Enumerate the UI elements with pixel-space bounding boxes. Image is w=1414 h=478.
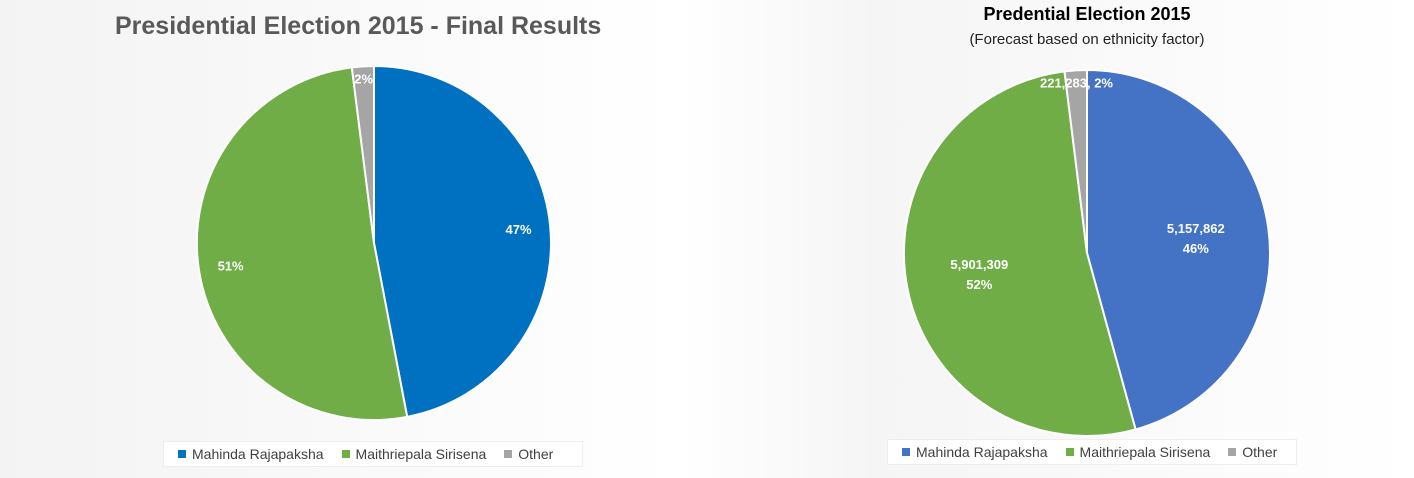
chart-subtitle: (Forecast based on ethnicity factor): [969, 31, 1205, 48]
legend-swatch: [341, 450, 350, 458]
legend-swatch: [1228, 448, 1237, 456]
pie-chart: 47% 51% 2%: [195, 64, 552, 422]
legend-item-rajapaksha: Mahinda Rajapaksha: [178, 446, 324, 462]
legend-item-sirisena: Maithriepala Sirisena: [341, 446, 487, 462]
legend-item-other: Other: [504, 446, 553, 462]
legend-label: Maithriepala Sirisena: [355, 446, 487, 462]
legend-label: Maithriepala Sirisena: [1079, 444, 1211, 460]
pie-slice-other: [350, 64, 375, 244]
pie-slice-sirisena: [195, 66, 409, 422]
data-label-rajapaksha: 47%: [505, 222, 531, 237]
data-label-other: 2%: [354, 71, 373, 86]
data-label-sirisena: 5,901,309 52%: [950, 257, 1008, 292]
legend-label: Mahinda Rajapaksha: [916, 444, 1048, 460]
pie-slice-sirisena: [902, 70, 1137, 437]
chart-forecast: Predential Election 2015 (Forecast based…: [760, 0, 1414, 478]
legend-label: Other: [1242, 444, 1278, 460]
pie-slice-rajapaksha: [1086, 68, 1271, 431]
legend-item-sirisena: Maithriepala Sirisena: [1065, 444, 1211, 460]
chart-final-results: Presidential Election 2015 - Final Resul…: [0, 0, 700, 478]
chart-legend: Mahinda Rajapaksha Maithriepala Sirisena…: [887, 439, 1297, 465]
data-label-rajapaksha: 5,157,862 46%: [1167, 221, 1225, 256]
pie-slice-rajapaksha: [373, 64, 552, 419]
legend-swatch: [504, 450, 513, 458]
legend-swatch: [902, 448, 910, 456]
legend-label: Other: [518, 446, 554, 462]
pie-slice-other: [1063, 68, 1088, 254]
legend-swatch: [178, 450, 186, 458]
legend-item-rajapaksha: Mahinda Rajapaksha: [902, 444, 1048, 460]
data-label-sirisena: 51%: [218, 258, 244, 273]
chart-legend: Mahinda Rajapaksha Maithriepala Sirisena…: [163, 441, 583, 467]
legend-label: Mahinda Rajapaksha: [192, 446, 324, 462]
pie-chart: 5,157,862 46% 5,901,309 52% 221,283, 2%: [902, 68, 1271, 437]
chart-title: Presidential Election 2015 - Final Resul…: [115, 12, 602, 40]
legend-item-other: Other: [1228, 444, 1277, 460]
legend-swatch: [1065, 448, 1074, 456]
chart-title: Predential Election 2015: [983, 4, 1191, 24]
data-label-other: 221,283, 2%: [1040, 76, 1113, 91]
